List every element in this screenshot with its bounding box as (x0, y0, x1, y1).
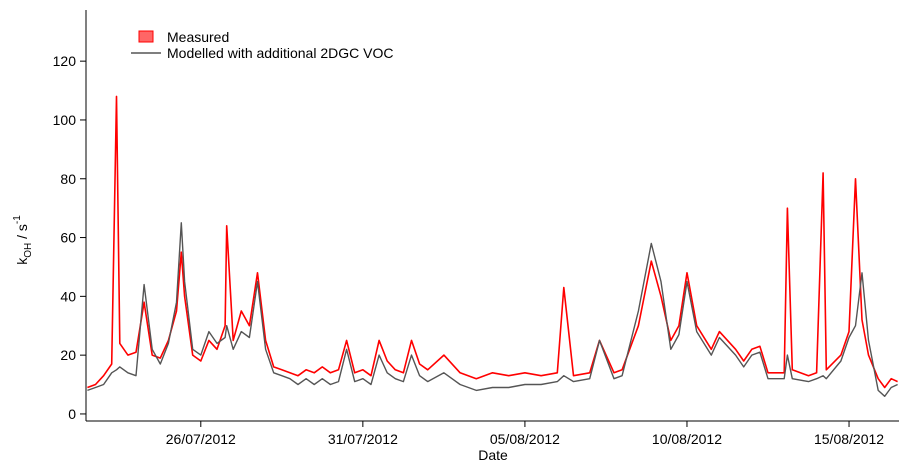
y-label-base: k (14, 257, 30, 265)
x-tick-label: 15/08/2012 (814, 431, 884, 447)
x-tick-label: 05/08/2012 (490, 431, 560, 447)
y-tick-label: 0 (68, 406, 76, 422)
y-label-sub: OH (23, 243, 34, 258)
legend-swatch (138, 30, 154, 43)
y-label-sup: -1 (12, 215, 23, 224)
series-line (87, 222, 898, 397)
y-tick-label: 60 (60, 230, 76, 246)
y-axis-label: kOH / s-1 (12, 215, 34, 265)
y-tick-label: 40 (60, 288, 76, 304)
x-tick-label: 10/08/2012 (652, 431, 722, 447)
x-tick-label: 31/07/2012 (328, 431, 398, 447)
y-tick-label: 100 (53, 112, 77, 128)
legend-label: Measured (167, 29, 229, 45)
y-label-mid: / s (14, 224, 30, 243)
series-line (87, 95, 898, 389)
x-axis-label: Date (478, 447, 508, 463)
y-tick-label: 20 (60, 347, 76, 363)
y-tick-label: 80 (60, 171, 76, 187)
x-tick-label: 26/07/2012 (166, 431, 236, 447)
y-tick-label: 120 (53, 53, 77, 69)
legend-label: Modelled with additional 2DGC VOC (167, 45, 393, 61)
